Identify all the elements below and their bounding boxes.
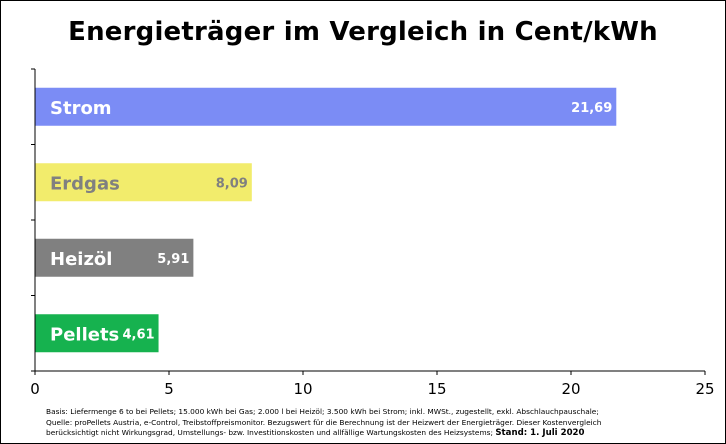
bars-layer: Strom 21,69 Erdgas 8,09 Heizöl 5,91 Pellets 4,6… xyxy=(35,87,617,353)
x-tick-label: 25 xyxy=(695,380,714,398)
footnote-line-basis: Basis: Liefermenge 6 to bei Pellets; 15.… xyxy=(46,407,599,416)
category-label-heizoel: Heizöl xyxy=(50,249,112,270)
footnote-line-source: Quelle: proPellets Austria, e-Control, T… xyxy=(46,417,602,427)
footnote-line-note: berücksichtigt nicht Wirkungsgrad, Umste… xyxy=(46,428,686,439)
footnote-line-note-text: berücksichtigt nicht Wirkungsgrad, Umste… xyxy=(46,428,493,437)
chart-footnote: Basis: Liefermenge 6 to bei Pellets; 15.… xyxy=(46,407,686,439)
category-label-pellets: Pellets xyxy=(50,324,119,345)
x-axis: 0 5 10 15 20 25 xyxy=(30,68,715,398)
value-label-pellets: 4,61 xyxy=(122,327,154,342)
bar-erdgas xyxy=(35,163,252,202)
bar-pellets xyxy=(35,314,159,353)
chart-title: Energieträger im Vergleich in Cent/kWh xyxy=(68,17,658,47)
category-label-strom: Strom xyxy=(50,98,112,119)
x-tick-label: 15 xyxy=(427,380,446,398)
x-tick-label: 20 xyxy=(561,380,580,398)
value-label-erdgas: 8,09 xyxy=(216,176,248,191)
x-tick-label: 0 xyxy=(30,380,40,398)
footnote-stand-date: Stand: 1. Juli 2020 xyxy=(495,428,585,438)
value-label-strom: 21,69 xyxy=(571,101,612,116)
x-tick-label: 5 xyxy=(164,380,174,398)
value-label-heizoel: 5,91 xyxy=(157,252,189,267)
category-label-erdgas: Erdgas xyxy=(50,173,120,194)
bar-strom xyxy=(35,87,617,126)
bar-heizoel xyxy=(35,238,194,277)
x-tick-label: 10 xyxy=(293,380,312,398)
